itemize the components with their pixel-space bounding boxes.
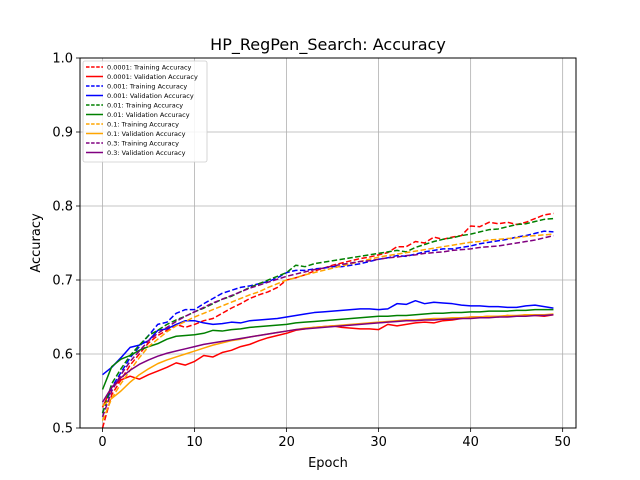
legend: 0.0001: Training Accuracy 0.0001: Validat… bbox=[82, 60, 208, 163]
x-tick-label: 30 bbox=[370, 435, 387, 450]
legend-label: 0.01: Training Accuracy bbox=[107, 101, 183, 109]
y-tick-label: 0.7 bbox=[52, 274, 73, 289]
x-tick-label: 20 bbox=[278, 435, 295, 450]
series-line-4 bbox=[101, 217, 554, 414]
y-axis-label: Accuracy bbox=[29, 213, 44, 273]
legend-label: 0.3: Validation Accuracy bbox=[107, 149, 186, 157]
x-tick-label: 50 bbox=[554, 435, 571, 450]
axis-ticks: 0 10 20 30 40 50 0.5 0.6 0.7 0.8 0.9 1.0 bbox=[52, 52, 571, 451]
legend-label: 0.0001: Validation Accuracy bbox=[107, 73, 198, 81]
series-line-5 bbox=[101, 308, 554, 390]
series-line-8 bbox=[101, 234, 554, 418]
legend-label: 0.1: Training Accuracy bbox=[107, 120, 179, 128]
legend-label: 0.001: Training Accuracy bbox=[107, 82, 187, 90]
x-axis-label: Epoch bbox=[308, 456, 348, 471]
series-line-9 bbox=[101, 314, 554, 403]
y-tick-label: 1.0 bbox=[52, 52, 73, 67]
plot-frame bbox=[79, 57, 577, 429]
legend-box bbox=[82, 60, 208, 163]
y-tick-label: 0.9 bbox=[52, 126, 73, 141]
legend-label: 0.001: Validation Accuracy bbox=[107, 92, 194, 100]
legend-label: 0.1: Validation Accuracy bbox=[107, 130, 186, 138]
x-tick-label: 10 bbox=[186, 435, 203, 450]
y-tick-label: 0.6 bbox=[52, 348, 73, 363]
series-line-3 bbox=[102, 299, 554, 376]
y-tick-label: 0.5 bbox=[52, 422, 73, 437]
series-line-6 bbox=[101, 233, 554, 421]
legend-label: 0.01: Validation Accuracy bbox=[107, 111, 190, 119]
legend-label: 0.0001: Training Accuracy bbox=[107, 63, 192, 71]
chart-title: HP_RegPen_Search: Accuracy bbox=[210, 35, 446, 55]
series-lines bbox=[101, 212, 554, 429]
legend-label: 0.3: Training Accuracy bbox=[107, 139, 179, 147]
x-tick-label: 0 bbox=[98, 435, 106, 450]
y-tick-label: 0.8 bbox=[52, 200, 73, 215]
x-tick-label: 40 bbox=[462, 435, 479, 450]
